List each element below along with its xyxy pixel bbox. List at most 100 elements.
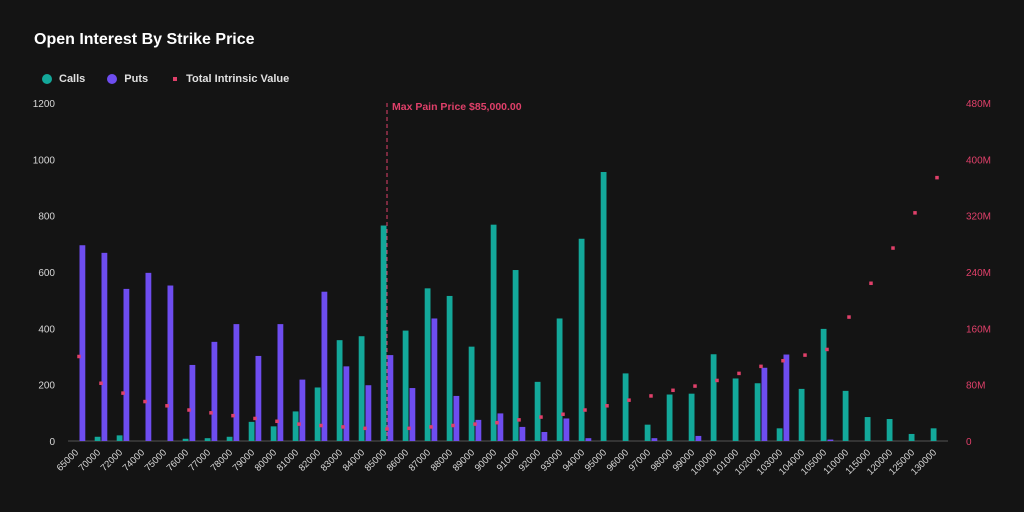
intrinsic-value-point (891, 246, 895, 250)
calls-bar (534, 381, 541, 441)
x-tick-label: 77000 (187, 447, 213, 473)
calls-bar (776, 428, 783, 441)
puts-bar (783, 354, 790, 441)
intrinsic-value-point (121, 391, 125, 395)
calls-bar (358, 336, 365, 441)
legend-swatch-puts (107, 74, 118, 84)
calls-bar (380, 225, 387, 441)
calls-bar (754, 383, 761, 441)
y-tick-label: 200 (38, 381, 55, 392)
legend-item-calls[interactable]: Calls (42, 73, 85, 85)
legend-swatch-calls (42, 74, 52, 84)
x-tick-label: 78000 (209, 447, 235, 473)
x-tick-label: 93000 (539, 447, 565, 473)
puts-bar (189, 364, 196, 441)
puts-bar (827, 439, 834, 441)
calls-bar (578, 238, 585, 441)
puts-bar (453, 395, 460, 441)
calls-bar (886, 419, 893, 441)
puts-bar (409, 388, 416, 441)
puts-bar (585, 438, 592, 441)
legend-item-intrinsic[interactable]: Total Intrinsic Value (170, 73, 289, 85)
calls-bar (402, 330, 409, 441)
intrinsic-value-point (385, 427, 389, 431)
legend-item-puts[interactable]: Puts (107, 73, 148, 85)
intrinsic-value-point (737, 371, 741, 376)
x-tick-label: 84000 (341, 447, 367, 473)
puts-bar (475, 419, 482, 441)
y-tick-label: 1000 (33, 155, 56, 166)
x-tick-label: 85000 (363, 447, 389, 473)
y2-tick-label: 0 (966, 437, 972, 448)
intrinsic-value-point (495, 420, 499, 425)
puts-bar (79, 245, 86, 441)
x-tick-label: 86000 (385, 447, 411, 473)
y-tick-label: 600 (38, 268, 55, 279)
x-tick-label: 74000 (121, 447, 147, 473)
x-tick-label: 92000 (517, 447, 543, 473)
calls-bar (248, 421, 255, 441)
intrinsic-value-point (429, 425, 433, 429)
calls-bar (622, 373, 629, 441)
puts-bar (233, 324, 240, 441)
intrinsic-value-point (165, 404, 169, 408)
calls-bar (226, 436, 233, 441)
y2-tick-label: 240M (966, 268, 991, 279)
x-tick-label: 97000 (627, 447, 653, 473)
x-tick-label: 81000 (275, 447, 301, 473)
x-tick-label: 98000 (649, 447, 675, 473)
puts-bar (211, 341, 218, 441)
puts-bar (541, 431, 548, 441)
y-tick-label: 800 (38, 212, 55, 223)
calls-bar (490, 224, 497, 441)
x-tick-label: 95000 (583, 447, 609, 473)
intrinsic-value-point (517, 418, 521, 422)
puts-bar (123, 288, 130, 441)
intrinsic-value-point (693, 384, 697, 388)
intrinsic-value-point (561, 412, 565, 416)
intrinsic-value-point (605, 404, 609, 408)
x-tick-label: 96000 (605, 447, 631, 473)
puts-bar (563, 418, 570, 441)
x-tick-label: 94000 (561, 447, 587, 473)
calls-bar (446, 295, 453, 441)
calls-bar (424, 288, 431, 441)
calls-bar (688, 393, 695, 441)
puts-bar (343, 366, 350, 441)
puts-bar (299, 379, 306, 441)
x-tick-label: 90000 (473, 447, 499, 473)
intrinsic-value-point (913, 211, 917, 215)
y-tick-label: 0 (49, 437, 55, 448)
intrinsic-value-point (253, 416, 257, 421)
puts-bar (431, 318, 438, 441)
calls-bar (600, 172, 607, 441)
intrinsic-value-point (231, 413, 235, 418)
puts-bar (761, 367, 768, 441)
y2-tick-label: 320M (966, 212, 991, 223)
intrinsic-value-point (297, 422, 301, 426)
puts-bar (167, 285, 174, 441)
x-tick-label: 75000 (143, 447, 169, 473)
calls-bar (732, 378, 739, 441)
intrinsic-value-point (77, 354, 81, 359)
x-tick-label: 91000 (495, 447, 521, 473)
puts-bar (497, 413, 504, 441)
chart-title: Open Interest By Strike Price (34, 31, 255, 48)
calls-bar (336, 340, 343, 441)
intrinsic-value-point (319, 423, 323, 428)
intrinsic-value-point (847, 315, 851, 319)
calls-bar (710, 354, 717, 441)
calls-bar (512, 270, 519, 441)
intrinsic-value-point (627, 398, 631, 402)
chart-legend: Calls Puts Total Intrinsic Value (42, 73, 311, 85)
calls-bar (908, 433, 915, 441)
calls-bar (292, 411, 299, 441)
y-tick-label: 400 (38, 324, 55, 335)
calls-bar (556, 318, 563, 441)
calls-bar (270, 426, 277, 441)
calls-bar (204, 438, 211, 441)
calls-bar (314, 387, 321, 441)
x-tick-label: 82000 (297, 447, 323, 473)
puts-bar (651, 438, 658, 441)
